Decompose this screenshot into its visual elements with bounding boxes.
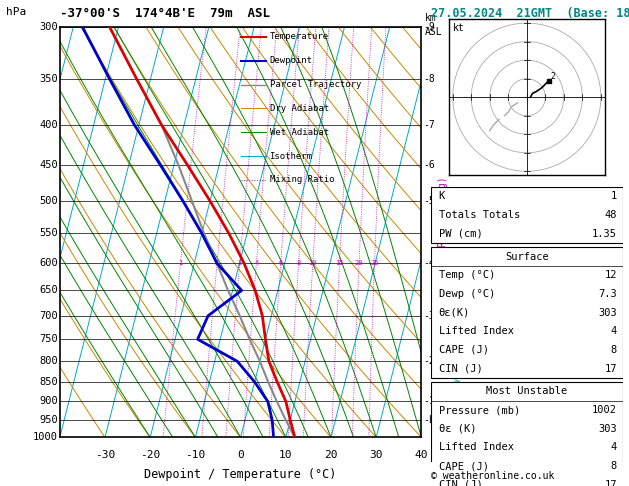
Text: -7: -7 <box>423 120 435 130</box>
Text: 650: 650 <box>39 285 58 295</box>
Text: 4: 4 <box>611 442 617 452</box>
Text: -20: -20 <box>140 450 160 460</box>
Text: Mixing Ratio (g/kg): Mixing Ratio (g/kg) <box>438 176 448 288</box>
FancyBboxPatch shape <box>431 187 623 243</box>
Text: 15: 15 <box>335 260 344 266</box>
Text: 2: 2 <box>215 260 220 266</box>
Text: 1: 1 <box>179 260 182 266</box>
Text: 700: 700 <box>39 311 58 321</box>
Text: 850: 850 <box>39 377 58 387</box>
Text: 900: 900 <box>39 397 58 406</box>
Text: 20: 20 <box>325 450 338 460</box>
Text: Pressure (mb): Pressure (mb) <box>438 405 520 415</box>
Text: 7.3: 7.3 <box>598 289 617 299</box>
Text: Wet Adiabat: Wet Adiabat <box>269 128 328 137</box>
Text: 0: 0 <box>237 450 244 460</box>
FancyBboxPatch shape <box>431 247 623 378</box>
Text: Temp (°C): Temp (°C) <box>438 270 495 280</box>
Text: 500: 500 <box>39 196 58 206</box>
Text: -LCL: -LCL <box>423 415 447 425</box>
Text: 10: 10 <box>309 260 317 266</box>
Text: 8: 8 <box>296 260 301 266</box>
Text: 48: 48 <box>604 210 617 220</box>
Text: -4: -4 <box>423 258 435 268</box>
Text: 303: 303 <box>598 424 617 434</box>
Text: -2: -2 <box>423 356 435 366</box>
Text: 27.05.2024  21GMT  (Base: 18): 27.05.2024 21GMT (Base: 18) <box>431 7 629 20</box>
Text: Lifted Index: Lifted Index <box>438 326 513 336</box>
Text: CIN (J): CIN (J) <box>438 364 482 374</box>
Text: Temperature: Temperature <box>269 33 328 41</box>
Text: Isotherm: Isotherm <box>269 152 313 160</box>
Text: Dewpoint: Dewpoint <box>269 56 313 65</box>
Text: Parcel Trajectory: Parcel Trajectory <box>269 80 361 89</box>
Text: 950: 950 <box>39 415 58 425</box>
Text: km: km <box>425 13 437 23</box>
Text: 600: 600 <box>39 258 58 268</box>
Text: 17: 17 <box>604 480 617 486</box>
Text: θε (K): θε (K) <box>438 424 476 434</box>
Text: 2: 2 <box>551 72 556 81</box>
Text: -3: -3 <box>423 311 435 321</box>
Text: 1: 1 <box>611 191 617 201</box>
Text: Dewp (°C): Dewp (°C) <box>438 289 495 299</box>
Text: 800: 800 <box>39 356 58 366</box>
Text: -37°00'S  174°4B'E  79m  ASL: -37°00'S 174°4B'E 79m ASL <box>60 7 270 20</box>
Text: -9: -9 <box>423 22 435 32</box>
Text: © weatheronline.co.uk: © weatheronline.co.uk <box>431 471 554 481</box>
Text: 4: 4 <box>254 260 259 266</box>
Text: -30: -30 <box>95 450 115 460</box>
Text: CIN (J): CIN (J) <box>438 480 482 486</box>
Text: -6: -6 <box>423 160 435 170</box>
Text: -10: -10 <box>186 450 206 460</box>
Text: -1: -1 <box>423 397 435 406</box>
Text: 8: 8 <box>611 461 617 471</box>
Text: 12: 12 <box>604 270 617 280</box>
Text: CAPE (J): CAPE (J) <box>438 461 489 471</box>
Text: Dry Adiabat: Dry Adiabat <box>269 104 328 113</box>
Text: 3: 3 <box>238 260 242 266</box>
Text: 25: 25 <box>370 260 379 266</box>
Text: Totals Totals: Totals Totals <box>438 210 520 220</box>
Text: θε(K): θε(K) <box>438 308 470 317</box>
Text: Lifted Index: Lifted Index <box>438 442 513 452</box>
Text: Surface: Surface <box>505 252 548 261</box>
Text: PW (cm): PW (cm) <box>438 229 482 239</box>
Text: 20: 20 <box>355 260 364 266</box>
Text: 550: 550 <box>39 228 58 239</box>
Text: -8: -8 <box>423 74 435 84</box>
Text: 1000: 1000 <box>33 433 58 442</box>
Text: 350: 350 <box>39 74 58 84</box>
Text: 17: 17 <box>604 364 617 374</box>
Text: 30: 30 <box>369 450 383 460</box>
Text: 450: 450 <box>39 160 58 170</box>
Text: Mixing Ratio: Mixing Ratio <box>269 175 334 184</box>
Text: 6: 6 <box>279 260 283 266</box>
Text: ASL: ASL <box>425 27 443 37</box>
FancyBboxPatch shape <box>431 382 623 486</box>
Text: K: K <box>438 191 445 201</box>
Text: 4: 4 <box>611 326 617 336</box>
Text: 1.35: 1.35 <box>592 229 617 239</box>
Text: 10: 10 <box>279 450 292 460</box>
Text: 750: 750 <box>39 334 58 344</box>
Text: hPa: hPa <box>6 7 26 17</box>
Text: 1002: 1002 <box>592 405 617 415</box>
Text: 300: 300 <box>39 22 58 32</box>
Text: Dewpoint / Temperature (°C): Dewpoint / Temperature (°C) <box>145 468 337 481</box>
Text: 303: 303 <box>598 308 617 317</box>
Text: CAPE (J): CAPE (J) <box>438 345 489 355</box>
Text: 400: 400 <box>39 120 58 130</box>
Text: Most Unstable: Most Unstable <box>486 386 567 397</box>
Text: 8: 8 <box>611 345 617 355</box>
Text: kt: kt <box>453 23 464 33</box>
Text: 40: 40 <box>415 450 428 460</box>
Text: -5: -5 <box>423 196 435 206</box>
